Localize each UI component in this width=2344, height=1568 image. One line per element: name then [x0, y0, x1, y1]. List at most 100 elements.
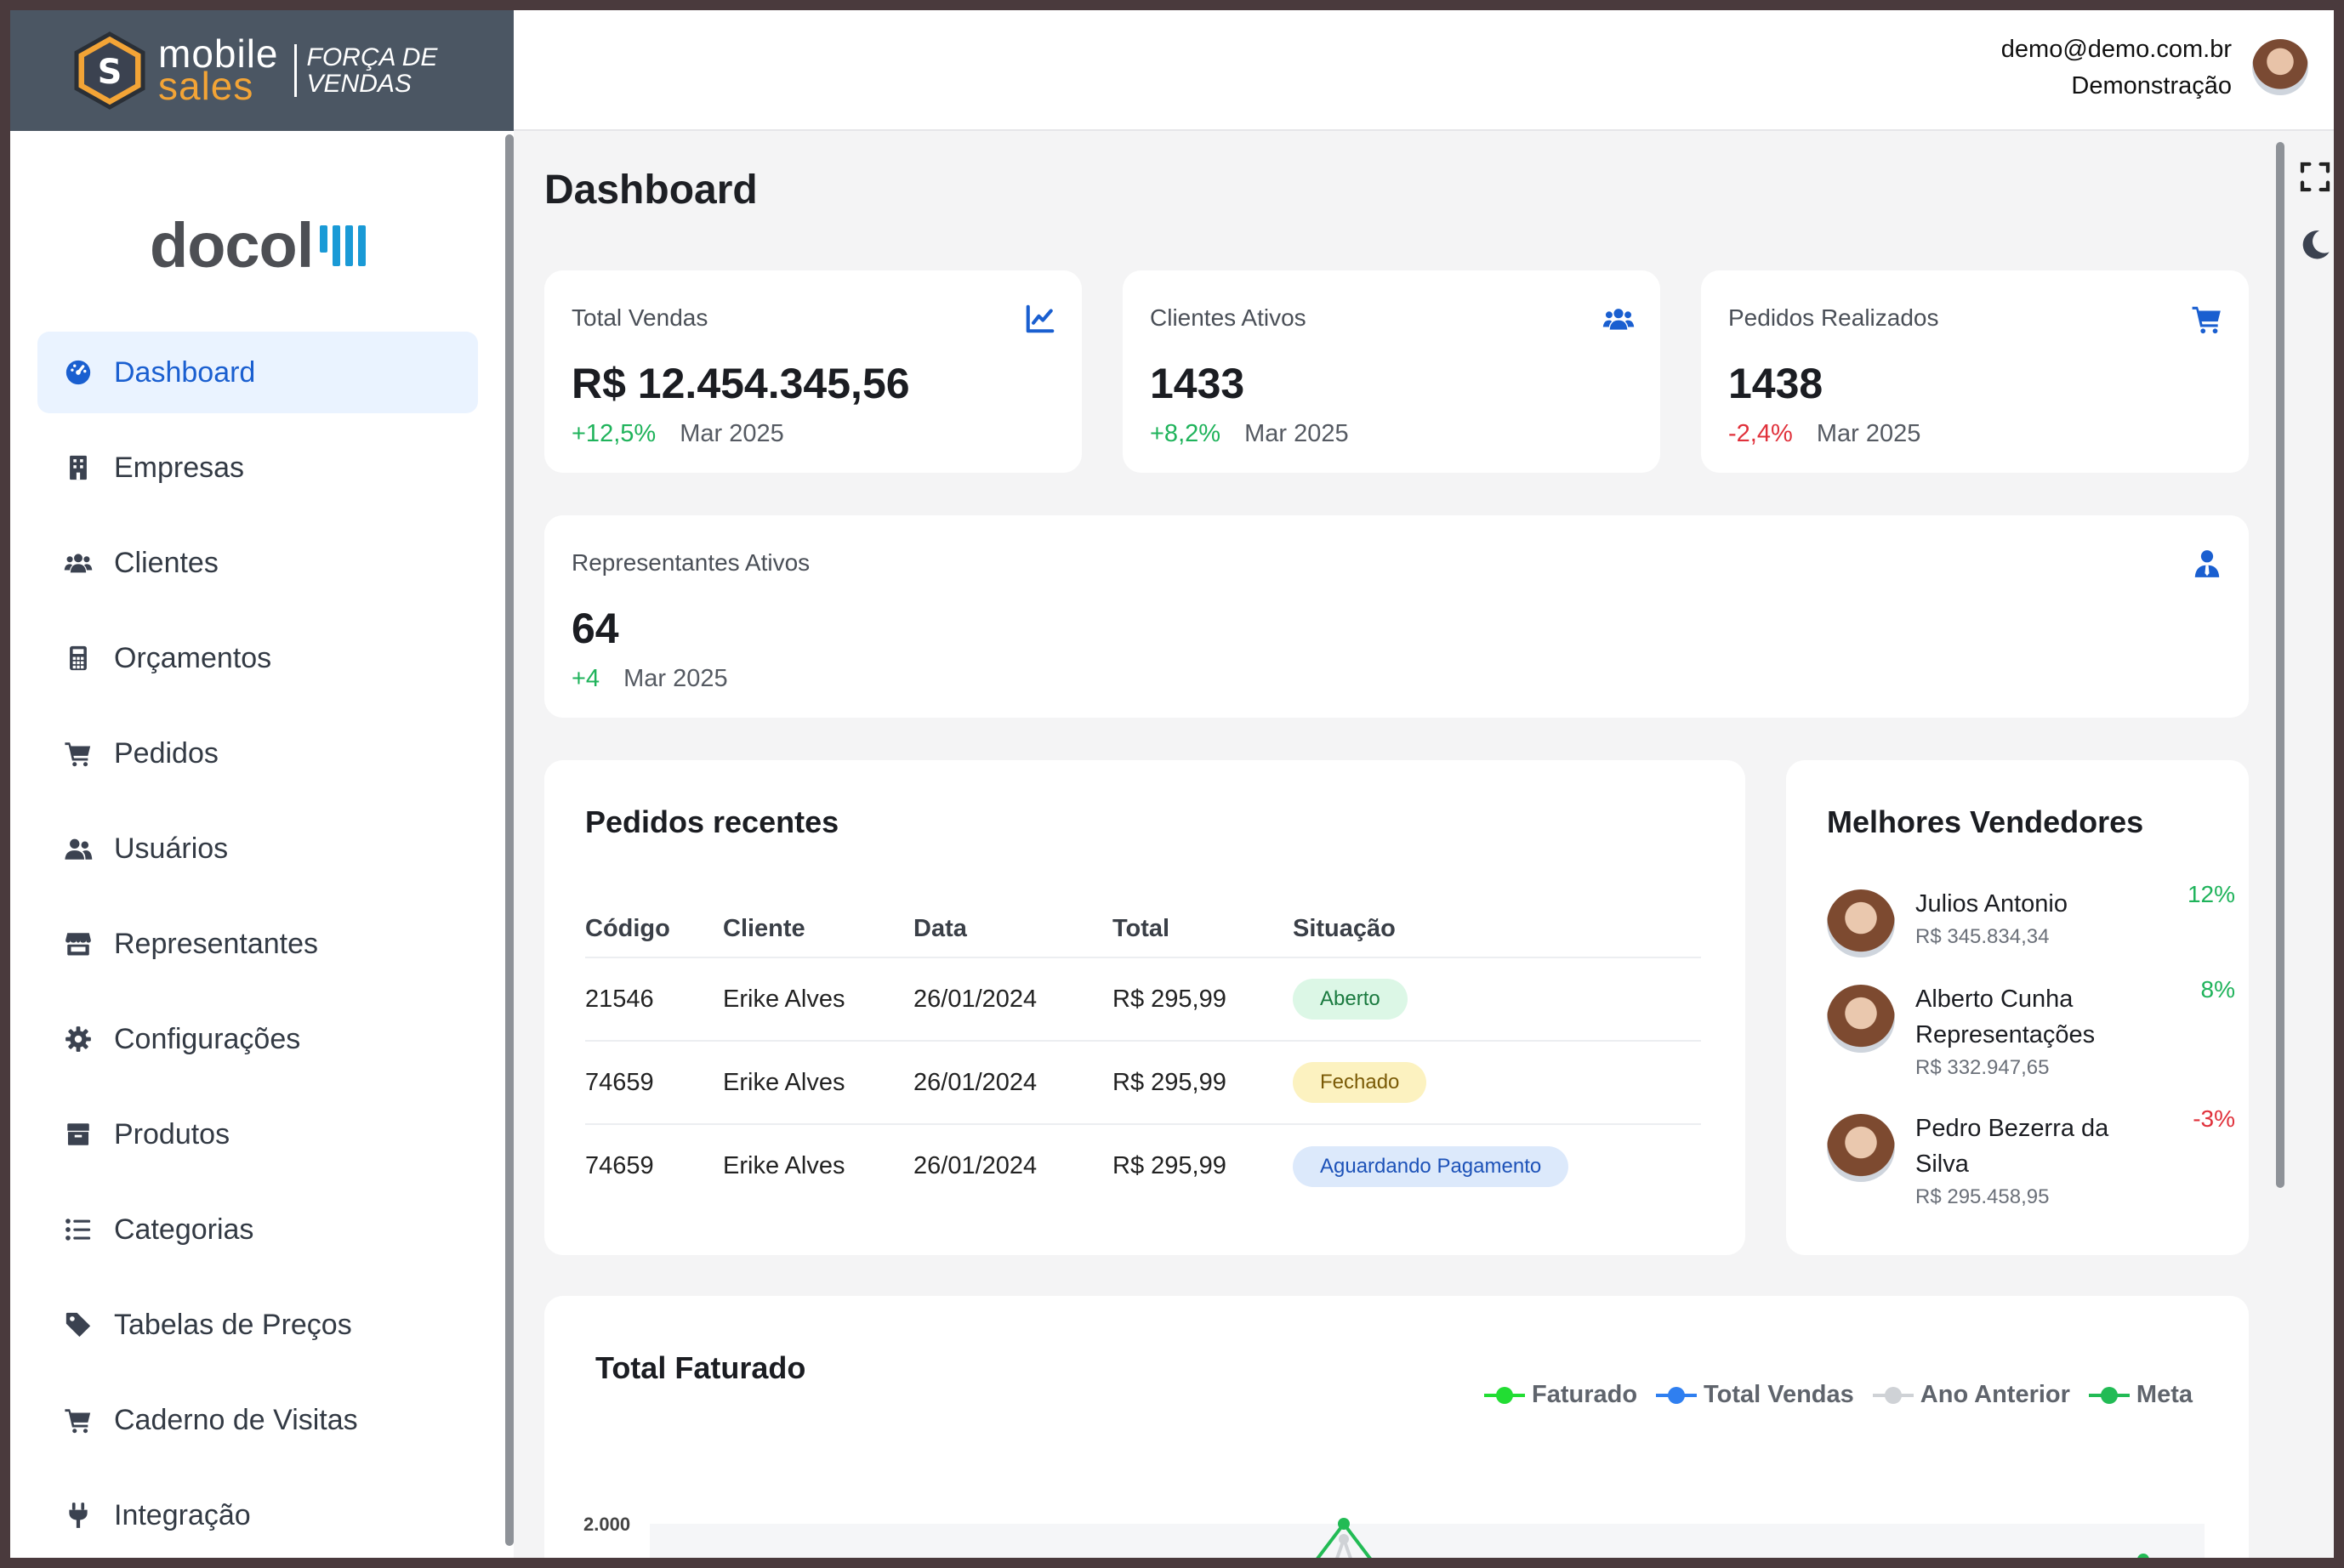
column-header-total: Total: [1112, 901, 1293, 958]
legend-item-faturado[interactable]: Faturado: [1483, 1381, 1637, 1409]
cart-icon: [63, 1405, 94, 1435]
order-client: Erike Alves: [723, 1152, 845, 1179]
user-avatar[interactable]: [2252, 39, 2308, 95]
user-email: demo@demo.com.br: [2000, 36, 2232, 63]
building-icon: [63, 452, 94, 483]
cart-icon: [63, 738, 94, 769]
seller-avatar: [1827, 985, 1895, 1053]
kpi-card-pedidos-realizados: Pedidos Realizados 1438 -2,4% Mar 2025: [1701, 270, 2249, 473]
kpi-period: Mar 2025: [680, 420, 784, 447]
cart-icon: [2191, 303, 2223, 335]
user-menu[interactable]: demo@demo.com.br Demonstração: [2001, 36, 2232, 100]
sidebar-item-label: Usuários: [114, 832, 229, 865]
seller-name: Alberto Cunha Representações: [1915, 986, 2096, 1048]
user-company: Demonstração: [2071, 72, 2232, 99]
brand-tagline-line2: VENDAS: [306, 70, 412, 98]
mobile-sales-logo-icon: S: [70, 31, 150, 111]
seller-amount: R$ 295.458,95: [1915, 1185, 2050, 1208]
brand-header[interactable]: S mobile sales FORÇA DE VENDAS: [10, 10, 514, 131]
sidebar-item-configuracoes[interactable]: Configurações: [37, 998, 478, 1080]
order-status-cell: Aberto: [1293, 957, 1701, 1042]
sidebar-item-label: Tabelas de Preços: [114, 1308, 352, 1341]
legend-item-total-vendas[interactable]: Total Vendas: [1656, 1381, 1854, 1409]
sidebar-item-label: Pedidos: [114, 736, 219, 770]
sidebar-item-label: Caderno de Visitas: [114, 1403, 358, 1436]
brand-wordmark: mobile sales: [158, 34, 279, 108]
brand-tagline: FORÇA DE VENDAS: [306, 43, 438, 98]
legend-item-meta[interactable]: Meta: [2088, 1381, 2193, 1409]
kpi-label: Representantes Ativos: [572, 549, 811, 576]
sidebar-item-tabelas-de-precos[interactable]: Tabelas de Preços: [37, 1284, 478, 1366]
main-content: Dashboard Total Vendas R$ 12.454.345,56 …: [524, 131, 2276, 1558]
kpi-footer: +12,5% Mar 2025: [572, 420, 784, 448]
order-date: 26/01/2024: [913, 1041, 1112, 1125]
sidebar-item-dashboard[interactable]: Dashboard: [37, 332, 478, 413]
sidebar-item-caderno-de-visitas[interactable]: Caderno de Visitas: [37, 1379, 478, 1461]
order-client: Erike Alves: [723, 1041, 913, 1125]
order-client: Erike Alves: [723, 957, 913, 1042]
kpi-footer: +4 Mar 2025: [572, 665, 728, 693]
order-total: R$ 295,99: [1112, 1041, 1293, 1125]
sidebar-item-label: Dashboard: [114, 355, 256, 389]
sidebar-scrollbar[interactable]: [505, 134, 514, 1546]
order-code: 21546: [585, 957, 723, 1042]
tag-icon: [63, 1310, 94, 1340]
table-row[interactable]: 74659 Erike Alves 26/01/2024 R$ 295,99 A…: [585, 1124, 1701, 1207]
legend-label: Total Vendas: [1704, 1381, 1854, 1408]
gear-icon: [63, 1024, 94, 1054]
sidebar-item-empresas[interactable]: Empresas: [37, 427, 478, 508]
store-icon: [63, 929, 94, 959]
seller-percentage: -3%: [2193, 1105, 2235, 1132]
legend-label: Ano Anterior: [1920, 1381, 2070, 1408]
sidebar-item-produtos[interactable]: Produtos: [37, 1094, 478, 1175]
legend-marker: [2088, 1386, 2130, 1404]
top-sellers-title: Melhores Vendedores: [1827, 804, 2144, 839]
kpi-period: Mar 2025: [1244, 420, 1349, 447]
sidebar-item-orcamentos[interactable]: Orçamentos: [37, 617, 478, 699]
kpi-delta: +8,2%: [1150, 420, 1221, 447]
kpi-delta: +4: [572, 665, 600, 692]
kpi-card-total-vendas: Total Vendas R$ 12.454.345,56 +12,5% Mar…: [544, 270, 1082, 473]
docol-logo: docol: [150, 209, 367, 281]
sidebar: docol Dashboard Empresas: [10, 131, 514, 1558]
sidebar-item-integracao[interactable]: Integração: [37, 1474, 478, 1556]
kpi-card-representantes-ativos: Representantes Ativos 64 +4 Mar 2025: [544, 515, 2249, 718]
fullscreen-icon[interactable]: [2298, 160, 2332, 194]
revenue-chart-card: Total Faturado Faturado Total Vendas Ano…: [544, 1296, 2249, 1558]
box-icon: [63, 1119, 94, 1150]
brand-sales: sales: [158, 64, 254, 108]
sidebar-item-pedidos[interactable]: Pedidos: [37, 713, 478, 794]
kpi-delta: -2,4%: [1728, 420, 1793, 447]
sidebar-item-label: Categorias: [114, 1213, 254, 1246]
kpi-footer: -2,4% Mar 2025: [1728, 420, 1920, 448]
seller-info: Alberto Cunha Representações R$ 332.947,…: [1915, 981, 2153, 1083]
kpi-footer: +8,2% Mar 2025: [1150, 420, 1349, 448]
dark-mode-moon-icon[interactable]: [2298, 228, 2332, 262]
column-header-codigo: Código: [585, 901, 723, 958]
legend-label: Meta: [2136, 1381, 2193, 1408]
recent-orders-table: Código Cliente Data Total Situação 21546…: [585, 901, 1701, 1207]
legend-item-ano-anterior[interactable]: Ano Anterior: [1872, 1381, 2070, 1409]
main-scrollbar[interactable]: [2276, 142, 2284, 1188]
top-sellers-card: Melhores Vendedores Julios Antonio R$ 34…: [1786, 760, 2249, 1255]
brand-tagline-line1: FORÇA DE: [306, 43, 438, 71]
kpi-card-clientes-ativos: Clientes Ativos 1433 +8,2% Mar 2025: [1123, 270, 1660, 473]
revenue-chart-title: Total Faturado: [595, 1350, 806, 1385]
sidebar-item-usuarios[interactable]: Usuários: [37, 808, 478, 889]
sidebar-item-representantes[interactable]: Representantes: [37, 903, 478, 985]
sidebar-item-clientes[interactable]: Clientes: [37, 522, 478, 604]
column-header-situacao: Situação: [1293, 901, 1701, 958]
sidebar-item-label: Orçamentos: [114, 641, 272, 674]
top-header: demo@demo.com.br Demonstração: [514, 10, 2334, 131]
revenue-chart-plot: [650, 1518, 2205, 1558]
recent-orders-card: Pedidos recentes Código Cliente Data Tot…: [544, 760, 1745, 1255]
sidebar-item-categorias[interactable]: Categorias: [37, 1189, 478, 1270]
legend-marker: [1656, 1386, 1698, 1404]
status-badge: Aberto: [1293, 979, 1408, 1020]
seller-amount: R$ 345.834,34: [1915, 925, 2050, 948]
data-point: [2137, 1554, 2149, 1558]
table-row[interactable]: 74659 Erike Alves 26/01/2024 R$ 295,99 F…: [585, 1041, 1701, 1125]
y-axis-tick-label: 2.000: [583, 1514, 631, 1535]
table-row[interactable]: 21546 Erike Alves 26/01/2024 R$ 295,99 A…: [585, 957, 1701, 1042]
order-date: 26/01/2024: [913, 957, 1112, 1042]
